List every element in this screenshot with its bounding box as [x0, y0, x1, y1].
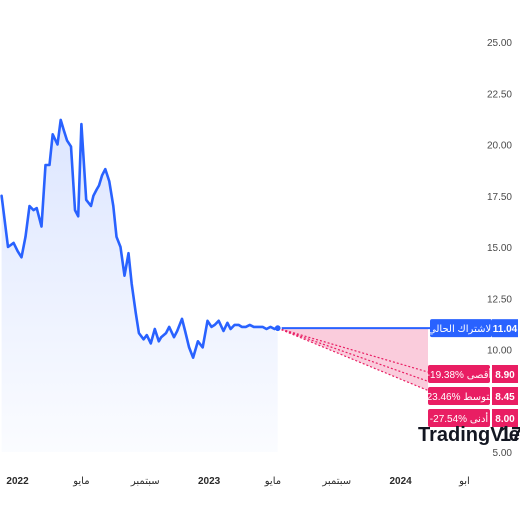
forecast-value-box-2 [492, 409, 518, 427]
forecast-cone [277, 328, 428, 391]
tradingview-watermark: TradingView 17 [418, 424, 520, 446]
forecast-value-box-0 [492, 365, 518, 383]
y-tick-label-2: 20.00 [487, 141, 512, 152]
y-tick-label-6: 10.00 [487, 346, 512, 357]
y-tick-label-8: 5.00 [493, 448, 513, 459]
forecast-value-0: 8.90 [495, 370, 515, 381]
x-tick-label-4: مايو [264, 476, 281, 487]
x-tick-label-0: 2022 [6, 476, 29, 487]
forecast-label-box-1 [428, 387, 490, 405]
forecast-line-1 [277, 327, 429, 382]
area-fill-layer [1, 119, 278, 453]
y-tick-label-4: 15.00 [487, 243, 512, 254]
y-tick-label-5: 12.50 [487, 294, 512, 305]
x-tick-label-2: سبتمبر [130, 476, 160, 487]
forecast-label-1: -23.46% متوسط [423, 392, 494, 403]
forecast-label-box-0 [428, 365, 490, 383]
current-price-label: الاشتراك الحالي [428, 324, 494, 335]
watermark-logo: 17 [500, 424, 520, 446]
forecast-label-0: -19.38% أقصى [427, 368, 492, 381]
series-line [0, 118, 279, 359]
y-tick-label-1: 22.50 [487, 89, 512, 100]
current-price-value-box [492, 319, 518, 338]
current-price-label-box [430, 319, 492, 338]
series-line-layer [0, 118, 279, 359]
x-tick-label-6: 2024 [389, 476, 412, 487]
x-axis: 2022 مايو سبتمبر 2023 مايو سبتمبر 2024 ابو [6, 476, 469, 487]
series-area [1, 119, 278, 453]
y-tick-label-0: 25.00 [487, 38, 512, 49]
watermark-text: TradingView [418, 424, 520, 446]
forecast-value-1: 8.45 [495, 392, 515, 403]
x-tick-label-3: 2023 [198, 476, 221, 487]
x-tick-label-7: ابو [458, 476, 470, 487]
current-price-value: 11.04 [493, 324, 518, 335]
forecast-line-2 [277, 327, 429, 392]
forecast-value-box-1 [492, 387, 518, 405]
forecast-label-box-2 [428, 409, 490, 427]
forecast-layer [273, 324, 438, 392]
forecast-label-2: -27.54% أدنى [430, 412, 489, 425]
forecast-value-2: 8.00 [495, 414, 515, 425]
y-tick-label-3: 17.50 [487, 192, 512, 203]
x-tick-label-5: سبتمبر [321, 476, 351, 487]
x-tick-label-1: مايو [72, 476, 89, 487]
